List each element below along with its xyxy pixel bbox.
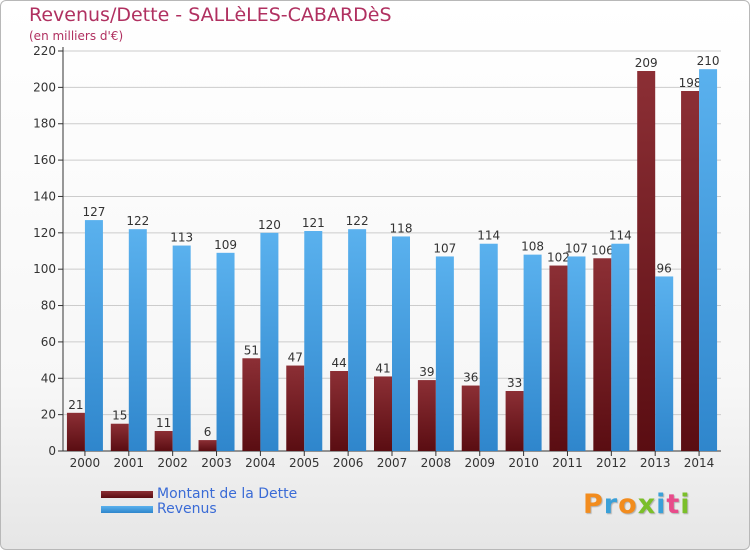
data-label-revenus: 120 [258, 218, 281, 232]
x-tick-label: 2002 [157, 456, 188, 470]
y-tick-label: 160 [33, 153, 56, 167]
bar-revenus [304, 231, 323, 451]
data-label-revenus: 122 [126, 214, 149, 228]
x-tick-label: 2004 [245, 456, 276, 470]
bar-dette [66, 412, 85, 451]
legend-swatch-revenus [101, 506, 153, 513]
data-label-dette: 102 [547, 251, 570, 265]
x-tick-label: 2006 [333, 456, 364, 470]
bar-dette [681, 91, 700, 451]
bar-revenus [348, 229, 367, 451]
y-tick-label: 40 [41, 371, 56, 385]
bar-dette [154, 431, 173, 451]
data-label-dette: 47 [288, 351, 303, 365]
x-tick-label: 2009 [464, 456, 495, 470]
legend-label-revenus: Revenus [157, 501, 217, 517]
bar-dette [505, 391, 524, 451]
legend-label-dette: Montant de la Dette [157, 486, 298, 502]
bar-revenus [611, 243, 630, 451]
data-label-dette: 44 [331, 356, 346, 370]
bar-revenus [260, 232, 279, 451]
data-label-revenus: 108 [521, 240, 544, 254]
x-tick-label: 2008 [421, 456, 452, 470]
proxiti-logo: Proxiti [583, 489, 691, 520]
data-label-revenus: 96 [657, 261, 672, 275]
bar-revenus [655, 276, 674, 451]
data-label-revenus: 127 [82, 205, 105, 219]
data-label-dette: 11 [156, 416, 171, 430]
legend-swatch-dette [101, 491, 153, 498]
x-tick-label: 2007 [377, 456, 408, 470]
y-tick-label: 100 [33, 262, 56, 276]
x-tick-label: 2014 [684, 456, 715, 470]
y-tick-label: 180 [33, 117, 56, 131]
data-label-revenus: 113 [170, 231, 193, 245]
x-tick-label: 2005 [289, 456, 320, 470]
data-label-dette: 39 [419, 365, 434, 379]
data-label-revenus: 210 [697, 54, 720, 68]
chart-subtitle: (en milliers d'€) [29, 29, 124, 43]
data-label-revenus: 107 [433, 241, 456, 255]
data-label-dette: 33 [507, 376, 522, 390]
data-label-dette: 15 [112, 409, 127, 423]
bar-dette [417, 380, 436, 451]
bar-revenus [479, 243, 498, 451]
bar-revenus [435, 256, 454, 451]
bar-revenus [392, 236, 410, 451]
bar-dette [374, 376, 392, 451]
bar-revenus [699, 69, 718, 451]
x-tick-label: 2010 [508, 456, 539, 470]
data-label-revenus: 109 [214, 238, 237, 252]
x-tick-label: 2001 [114, 456, 145, 470]
bar-revenus [567, 256, 586, 451]
x-tick-label: 2000 [70, 456, 101, 470]
y-tick-label: 60 [41, 335, 56, 349]
y-tick-label: 0 [48, 444, 56, 458]
data-label-dette: 198 [679, 76, 702, 90]
x-tick-label: 2003 [201, 456, 232, 470]
data-label-dette: 21 [68, 398, 83, 412]
data-label-revenus: 114 [477, 229, 500, 243]
y-tick-label: 140 [33, 189, 56, 203]
y-tick-label: 80 [41, 299, 56, 313]
data-label-revenus: 121 [302, 216, 325, 230]
bar-dette [286, 365, 305, 451]
data-label-dette: 36 [463, 371, 478, 385]
bar-revenus [172, 245, 191, 451]
data-label-dette: 106 [591, 243, 614, 257]
y-tick-label: 120 [33, 226, 56, 240]
bar-dette [461, 385, 480, 451]
chart-title: Revenus/Dette - SALLèLES-CABARDèS [29, 4, 392, 26]
data-label-revenus: 107 [565, 241, 588, 255]
data-label-revenus: 118 [390, 221, 413, 235]
data-label-revenus: 114 [609, 229, 632, 243]
bar-dette [593, 258, 612, 451]
data-label-revenus: 122 [346, 214, 369, 228]
y-tick-label: 220 [33, 44, 56, 58]
bar-dette [242, 358, 261, 451]
y-tick-label: 20 [41, 408, 56, 422]
x-tick-label: 2011 [552, 456, 583, 470]
data-label-dette: 6 [204, 425, 212, 439]
bar-revenus [84, 220, 103, 451]
bar-revenus [128, 229, 147, 451]
x-tick-label: 2013 [640, 456, 671, 470]
bar-dette [330, 371, 349, 451]
y-tick-label: 200 [33, 80, 56, 94]
data-label-dette: 41 [375, 361, 390, 375]
bar-dette [198, 440, 217, 451]
bar-dette [549, 265, 568, 451]
data-label-dette: 51 [244, 343, 259, 357]
x-tick-label: 2012 [596, 456, 627, 470]
bar-dette [637, 71, 656, 451]
bar-revenus [523, 254, 542, 451]
bar-revenus [216, 252, 235, 451]
data-label-dette: 209 [635, 56, 658, 70]
bar-dette [110, 423, 129, 451]
